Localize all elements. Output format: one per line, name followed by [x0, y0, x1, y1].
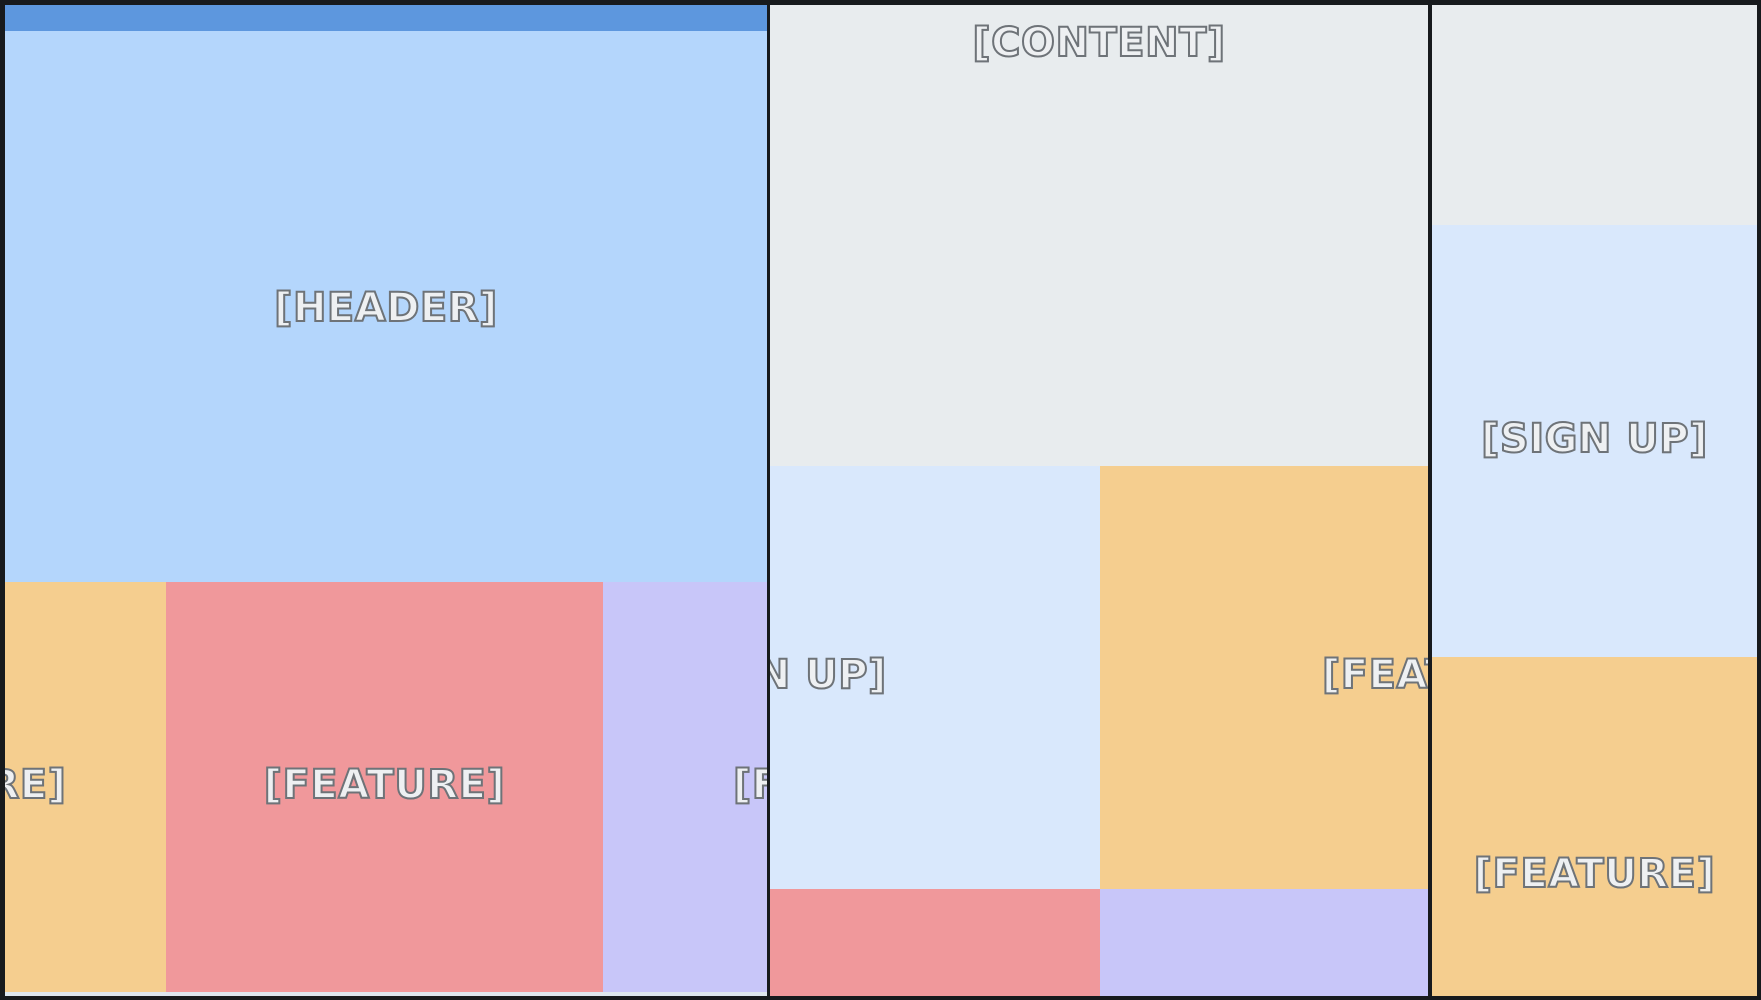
feature-label-orange: [FEATURE] — [5, 762, 67, 808]
sign-up-block-right: [SIGN UP] — [1432, 225, 1757, 657]
feature-block-orange-right: [FEATURE] — [1432, 657, 1757, 996]
feature-block-red: [FEATURE] — [166, 582, 603, 992]
content-label: [CONTENT] — [971, 20, 1226, 66]
content-block: [CONTENT] — [770, 5, 1428, 466]
middle-panel: [CONTENT] [SIGN UP] [FEATURE] — [770, 5, 1428, 996]
feature-label-orange-middle: [FEATURE] — [1321, 652, 1428, 698]
header-block: [HEADER] — [5, 31, 767, 582]
sign-up-label: [SIGN UP] — [770, 652, 887, 698]
right-panel: [SIGN UP] [FEATURE] — [1432, 5, 1757, 996]
header-top-bar — [5, 5, 767, 31]
feature-block-purple-middle — [1100, 889, 1428, 996]
left-panel: [HEADER] [FEATURE] [FEATURE] [FEATURE] — [5, 5, 767, 996]
feature-label-orange-right: [FEATURE] — [1473, 851, 1716, 897]
feature-label-red: [FEATURE] — [263, 762, 506, 808]
feature-block-red-middle — [770, 889, 1100, 996]
feature-block-purple: [FEATURE] — [603, 582, 767, 992]
feature-block-orange-middle: [FEATURE] — [1100, 466, 1428, 889]
feature-block-orange: [FEATURE] — [5, 582, 166, 992]
feature-label-purple: [FEATURE] — [732, 762, 767, 808]
sign-up-block: [SIGN UP] — [770, 466, 1100, 889]
bottom-strip — [5, 992, 767, 996]
header-label: [HEADER] — [273, 285, 498, 331]
content-block-right — [1432, 5, 1757, 225]
sign-up-label-right: [SIGN UP] — [1480, 416, 1708, 462]
